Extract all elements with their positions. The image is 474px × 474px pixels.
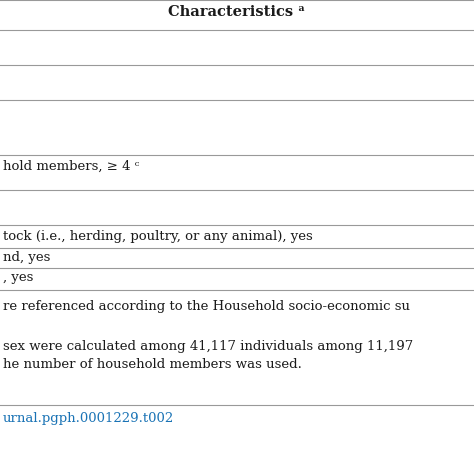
Text: tock (i.e., herding, poultry, or any animal), yes: tock (i.e., herding, poultry, or any ani… (3, 230, 313, 243)
Text: Characteristics ᵃ: Characteristics ᵃ (168, 5, 306, 19)
Text: , yes: , yes (3, 271, 33, 284)
Text: nd, yes: nd, yes (3, 251, 50, 264)
Text: re referenced according to the Household socio-economic su: re referenced according to the Household… (3, 300, 410, 313)
Text: sex were calculated among 41,117 individuals among 11,197: sex were calculated among 41,117 individ… (3, 340, 413, 353)
Text: urnal.pgph.0001229.t002: urnal.pgph.0001229.t002 (3, 412, 174, 425)
Text: he number of household members was used.: he number of household members was used. (3, 358, 302, 371)
Text: hold members, ≥ 4 ᶜ: hold members, ≥ 4 ᶜ (3, 160, 139, 173)
